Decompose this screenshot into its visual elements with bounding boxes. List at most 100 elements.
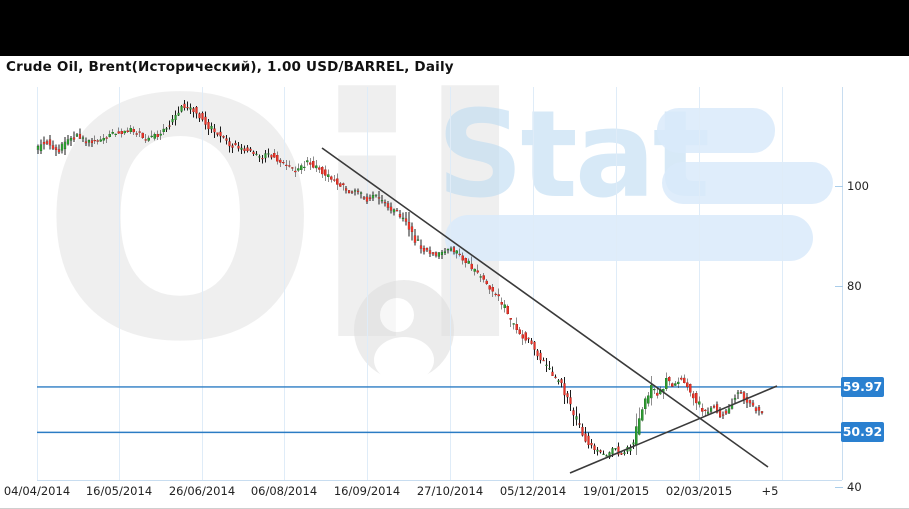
candle-up [255,153,258,155]
candle-up [664,378,668,390]
candle-down [198,113,201,119]
candle-down [219,131,222,137]
candle-down [45,141,49,144]
candle-up [644,398,647,410]
candle-down [754,407,758,412]
candle-down [515,324,518,331]
candle-up [392,209,396,213]
candle-up [258,156,261,158]
candle-up [443,251,447,254]
candle-down [332,179,336,181]
candle-up [210,126,213,130]
candle-up [638,418,641,435]
candle-down [135,133,139,135]
candle-down [323,169,327,176]
candle-down [419,245,423,249]
candle-down [144,139,148,141]
candle-down [389,206,393,211]
candle-up [314,165,318,169]
candle-down [425,247,429,251]
candle-down [168,125,171,127]
candle-up [371,194,375,199]
candle-down [398,213,402,218]
candle-down [527,337,530,340]
candle-up [473,268,477,272]
candle-up [159,133,162,136]
candle-up [380,200,384,202]
candle-down [536,350,539,357]
candle-up [467,260,471,264]
candle-down [721,414,725,416]
candle-down [428,250,432,254]
candle-down [243,148,246,152]
candle-up [359,192,363,194]
candle-down [554,376,557,378]
candle-down [694,392,698,404]
candle-down [341,183,345,186]
trendline-ascending-support[interactable] [569,385,778,474]
candle-down [509,318,512,320]
candle-down [290,167,294,169]
candle-up [171,119,174,123]
candle-down [234,142,237,146]
candle-up [437,252,441,257]
candle-down [252,151,255,155]
candle-up [548,367,551,370]
candle-down [724,410,728,414]
candle-down [703,409,707,412]
candle-down [317,167,321,170]
candle-up [305,160,309,163]
candle-up [326,174,330,177]
candle-up [87,139,91,143]
candle-up [302,166,306,168]
candle-down [288,165,291,167]
candle-up [267,153,270,155]
candle-up [676,381,680,385]
candle-up [545,364,548,366]
candle-down [566,393,569,398]
candle-down [249,148,252,151]
candle-down [458,253,462,255]
candle-down [279,159,282,163]
candle-down [739,391,743,394]
candle-up [111,132,115,134]
candle-down [413,235,417,243]
candle-down [422,247,426,252]
candle-down [617,446,620,455]
candle-down [533,341,536,350]
candle-down [320,166,324,175]
candle-down [78,133,82,139]
candle-down [506,305,510,315]
candle-up [632,442,635,445]
candle-down [308,162,312,165]
candle-down [204,116,207,125]
candle-up [108,133,112,138]
candle-down [539,352,542,361]
candle-down [356,190,360,193]
gridlines [37,87,843,488]
candle-down [431,252,435,255]
candle-up [602,453,605,456]
candle-down [542,359,545,362]
candle-down [751,402,755,406]
candle-down [231,145,234,148]
candle-up [575,416,578,420]
candle-up [174,114,177,121]
candle-down [578,423,581,425]
candles-layer [36,100,764,460]
candle-down [117,131,121,134]
candle-down [476,270,480,273]
candle-down [347,190,351,194]
candle-down [590,442,593,446]
candle-down [679,377,683,380]
candle-up [650,384,653,399]
candle-down [201,113,204,120]
candle-down [362,197,366,199]
candle-down [344,188,348,191]
candle-down [105,137,109,139]
trendline-descending-resistance[interactable] [321,147,769,468]
candle-down [407,221,411,230]
candle-down [285,164,288,167]
